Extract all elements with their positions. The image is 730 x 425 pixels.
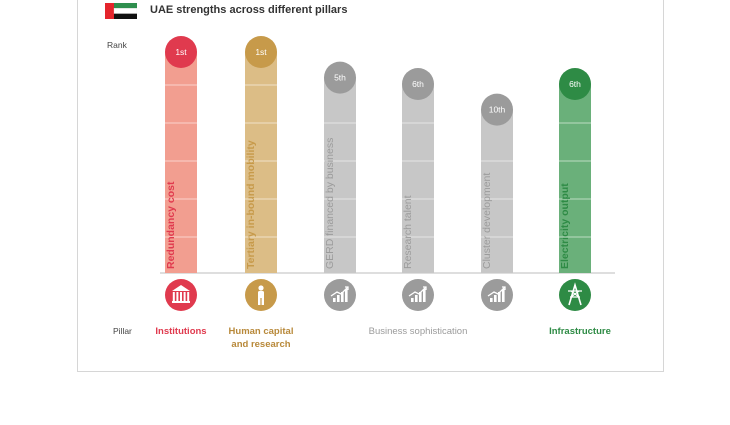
category-label-6: Electricity output bbox=[559, 183, 571, 269]
pillar-label-3: Business sophistication bbox=[368, 326, 468, 337]
power-tower-icon bbox=[559, 279, 591, 311]
rank-marker-3 bbox=[324, 61, 356, 94]
rank-marker-1 bbox=[165, 36, 197, 68]
category-label-1: Redundancy cost bbox=[165, 181, 177, 269]
rank-label-5: 10th bbox=[489, 105, 506, 115]
rank-label-1: 1st bbox=[175, 47, 187, 57]
growth-chart-icon bbox=[402, 279, 434, 311]
category-label-5: Cluster development bbox=[481, 173, 493, 269]
rank-label-2: 1st bbox=[255, 47, 267, 57]
rank-marker-5 bbox=[481, 93, 513, 126]
bar-5 bbox=[481, 109, 513, 273]
category-label-4: Research talent bbox=[402, 195, 414, 269]
uae-flag-icon bbox=[105, 3, 137, 19]
category-label-3: GERD financed by business bbox=[324, 138, 336, 269]
rank-label-3: 5th bbox=[334, 73, 346, 83]
bar-3 bbox=[324, 77, 356, 273]
rank-label-6: 6th bbox=[569, 79, 581, 89]
rank-axis-label: Rank bbox=[107, 40, 127, 50]
rank-marker-2 bbox=[245, 36, 277, 68]
rank-marker-4 bbox=[402, 68, 434, 100]
bar-6 bbox=[559, 84, 591, 273]
category-label-2: Tertiary in-bound mobility bbox=[245, 140, 257, 269]
rank-marker-6 bbox=[559, 68, 591, 100]
bar-1 bbox=[165, 52, 197, 273]
growth-chart-icon bbox=[481, 279, 513, 311]
pillar-axis-label: Pillar bbox=[113, 326, 132, 336]
bar-4 bbox=[402, 84, 434, 273]
pillar-label-2: Human capital and research bbox=[228, 326, 294, 350]
chart-title: UAE strengths across different pillars bbox=[150, 4, 348, 16]
pillar-label-4: Infrastructure bbox=[549, 326, 611, 337]
growth-chart-icon bbox=[324, 279, 356, 311]
rank-label-4: 6th bbox=[412, 79, 424, 89]
bar-2 bbox=[245, 52, 277, 273]
pillar-label-1: Institutions bbox=[155, 326, 207, 337]
